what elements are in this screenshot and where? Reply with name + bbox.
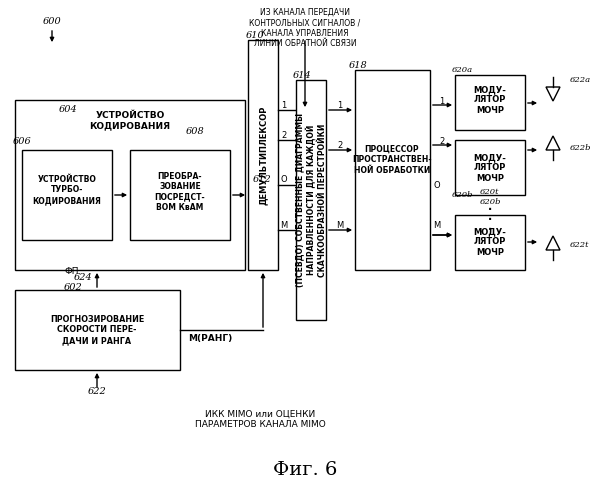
Text: 622t: 622t — [570, 241, 590, 249]
Text: 2: 2 — [439, 136, 444, 145]
Text: 610: 610 — [246, 30, 265, 40]
Text: 2: 2 — [282, 132, 287, 140]
Text: 614: 614 — [293, 70, 311, 80]
FancyBboxPatch shape — [455, 215, 525, 270]
Text: М(РАНГ): М(РАНГ) — [188, 334, 232, 342]
Text: 600: 600 — [42, 18, 61, 26]
FancyBboxPatch shape — [355, 70, 430, 270]
Text: ПРОЦЕССОР
ПРОСТРАНСТВЕН-
НОЙ ОБРАБОТКИ: ПРОЦЕССОР ПРОСТРАНСТВЕН- НОЙ ОБРАБОТКИ — [352, 145, 432, 175]
Text: 622b: 622b — [569, 144, 591, 152]
Text: 2: 2 — [337, 142, 342, 150]
Text: M: M — [280, 220, 288, 230]
Text: 618: 618 — [348, 60, 367, 70]
Text: 606: 606 — [13, 138, 32, 146]
Text: 612: 612 — [253, 176, 271, 184]
Text: МОДУ-
ЛЯТОР
МОЧР: МОДУ- ЛЯТОР МОЧР — [473, 85, 506, 115]
Text: МОДУ-
ЛЯТОР
МОЧР: МОДУ- ЛЯТОР МОЧР — [473, 227, 506, 257]
Text: МОДУ-
ЛЯТОР
МОЧР: МОДУ- ЛЯТОР МОЧР — [473, 153, 506, 183]
Text: M: M — [433, 220, 441, 230]
FancyBboxPatch shape — [15, 100, 245, 270]
Text: ИКК МІМО или ОЦЕНКИ
ПАРАМЕТРОВ КАНАЛА МІМО: ИКК МІМО или ОЦЕНКИ ПАРАМЕТРОВ КАНАЛА МІ… — [195, 410, 325, 430]
Text: Фиг. 6: Фиг. 6 — [273, 461, 337, 479]
Text: ПРЕОБРА-
ЗОВАНИЕ
ПОСРЕДСТ-
ВОМ КвАМ: ПРЕОБРА- ЗОВАНИЕ ПОСРЕДСТ- ВОМ КвАМ — [155, 172, 205, 212]
Text: .: . — [487, 196, 493, 214]
Text: 624: 624 — [73, 274, 92, 282]
Text: .: . — [487, 206, 493, 225]
Text: ДЕМУЛЬТИПЛЕКСОР: ДЕМУЛЬТИПЛЕКСОР — [259, 106, 268, 204]
FancyBboxPatch shape — [455, 140, 525, 195]
Text: 620b: 620b — [451, 191, 473, 199]
Text: УСТРОЙСТВО: УСТРОЙСТВО — [95, 110, 164, 120]
Text: ИЗ КАНАЛА ПЕРЕДАЧИ
КОНТРОЛЬНЫХ СИГНАЛОВ /
КАНАЛА УПРАВЛЕНИЯ
ЛИНИИ ОБРАТНОЙ СВЯЗИ: ИЗ КАНАЛА ПЕРЕДАЧИ КОНТРОЛЬНЫХ СИГНАЛОВ … — [249, 8, 361, 48]
Text: .: . — [487, 216, 493, 234]
Text: 1: 1 — [439, 96, 444, 106]
Text: ФП: ФП — [65, 268, 80, 276]
Text: КОДИРОВАНИЯ: КОДИРОВАНИЯ — [89, 122, 171, 130]
Text: 620a: 620a — [452, 66, 473, 74]
Text: 622a: 622a — [569, 76, 591, 84]
FancyBboxPatch shape — [248, 40, 278, 270]
Text: 608: 608 — [186, 128, 205, 136]
Text: 604: 604 — [59, 106, 77, 114]
Text: 620t: 620t — [480, 188, 500, 196]
Text: O: O — [280, 176, 287, 184]
Text: ПРОГНОЗИРОВАНИЕ
СКОРОСТИ ПЕРЕ-
ДАЧИ И РАНГА: ПРОГНОЗИРОВАНИЕ СКОРОСТИ ПЕРЕ- ДАЧИ И РА… — [50, 315, 144, 345]
FancyBboxPatch shape — [15, 290, 180, 370]
Text: 620b: 620b — [480, 198, 501, 206]
Text: 1: 1 — [337, 102, 342, 110]
Text: (ПСЕВДО) СОБСТВЕННЫЕ ДИАГРАММЫ
НАПРАВЛЕННОСТИ ДЛЯ КАЖДОЙ
СКАЧКООБРАЗНОЙ ПЕРЕСТРО: (ПСЕВДО) СОБСТВЕННЫЕ ДИАГРАММЫ НАПРАВЛЕН… — [296, 113, 327, 287]
FancyBboxPatch shape — [296, 80, 326, 320]
Text: 622: 622 — [87, 388, 106, 396]
Text: O: O — [433, 180, 440, 190]
Text: УСТРОЙСТВО
ТУРБО-
КОДИРОВАНИЯ: УСТРОЙСТВО ТУРБО- КОДИРОВАНИЯ — [33, 175, 101, 205]
FancyBboxPatch shape — [455, 75, 525, 130]
Text: M: M — [336, 220, 344, 230]
Text: 602: 602 — [64, 284, 83, 292]
FancyBboxPatch shape — [22, 150, 112, 240]
FancyBboxPatch shape — [130, 150, 230, 240]
Text: 1: 1 — [282, 102, 287, 110]
